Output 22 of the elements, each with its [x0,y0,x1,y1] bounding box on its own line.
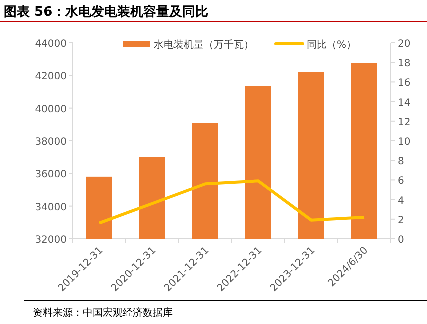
y-tick-label: 40000 [35,104,67,116]
y2-tick-label: 2 [398,215,404,226]
legend-label: 同比（%） [307,39,357,51]
y2-tick-label: 14 [398,98,411,109]
chart-title: 图表 56：水电发电装机容量及同比 [4,4,209,20]
text: 资料来源：中国宏观经济数据库 [33,307,173,319]
y2-tick-label: 6 [398,176,404,188]
y2-tick-label: 20 [398,39,411,50]
y-tick-label: 34000 [35,202,67,214]
y2-tick-label: 12 [398,117,411,128]
y2-tick-label: 18 [398,58,411,70]
legend-label: 水电装机量（万千瓦） [154,39,254,51]
y2-tick-label: 8 [398,156,404,168]
y2-tick-label: 0 [398,235,404,246]
y-tick-label: 44000 [35,39,67,50]
y2-tick-label: 10 [398,137,411,148]
y-tick-label: 42000 [35,72,67,83]
y2-tick-label: 16 [398,78,411,90]
y-tick-label: 32000 [35,235,67,246]
y-tick-label: 36000 [35,170,67,181]
y2-tick-label: 4 [398,196,404,207]
y-tick-label: 38000 [35,137,67,148]
